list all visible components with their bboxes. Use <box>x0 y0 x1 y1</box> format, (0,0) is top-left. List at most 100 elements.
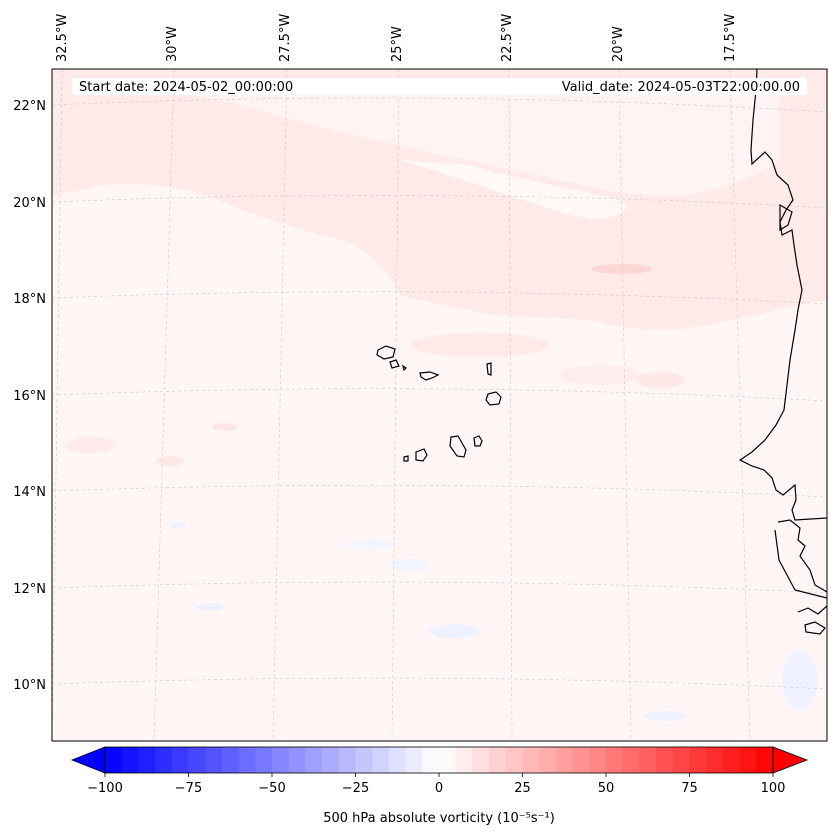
colorbar-cell <box>722 747 741 773</box>
island-maio <box>473 435 483 447</box>
colorbar-cell <box>505 747 524 773</box>
colorbar-cell <box>522 747 540 773</box>
colorbar-tick-label: −75 <box>175 781 202 796</box>
colorbar-cell <box>205 747 223 773</box>
valid-date-label: Valid_date: 2024-05-03T22:00:00.00 <box>562 80 800 95</box>
colorbar-tick-label: −25 <box>342 781 369 796</box>
colorbar-tick-label: −50 <box>258 781 285 796</box>
lat-label: 10°N <box>13 678 46 693</box>
lat-label: 16°N <box>13 389 46 404</box>
colorbar-cell <box>272 747 290 773</box>
colorbar-tick-label: 50 <box>598 781 615 796</box>
colorbar-cell <box>188 747 206 773</box>
colorbar-cell <box>739 747 757 773</box>
colorbar-cell <box>639 747 657 773</box>
colorbar-cell <box>405 747 423 773</box>
vorticity-blob <box>65 437 115 453</box>
vorticity-neg-patch <box>429 624 481 638</box>
vorticity-neg-patch <box>170 522 186 528</box>
african-coastline <box>738 69 827 521</box>
colorbar-cell <box>322 747 340 773</box>
vorticity-blob <box>560 365 640 385</box>
vorticity-light-patch <box>70 84 780 197</box>
lat-label: 22°N <box>13 99 46 114</box>
colorbar-extend-low <box>70 746 106 774</box>
colorbar-cell <box>388 747 407 773</box>
colorbar-cell <box>689 747 707 773</box>
colorbar-cell <box>706 747 724 773</box>
colorbar-cell <box>555 747 574 773</box>
colorbar-ticks: −100 −75 −50 −25 0 25 50 75 100 <box>87 773 785 796</box>
lat-label: 20°N <box>13 196 46 211</box>
vorticity-blob <box>635 372 685 388</box>
vorticity-light-patch-2 <box>400 160 627 219</box>
vorticity-blob <box>410 333 550 357</box>
colorbar-tick-label: 75 <box>681 781 698 796</box>
island-sao-vicente <box>389 359 400 369</box>
date-label-strip <box>72 78 807 95</box>
colorbar-cell <box>439 747 457 773</box>
vorticity-neg-patch <box>643 711 687 721</box>
map-panel: Start date: 2024-05-02_00:00:00 Valid_da… <box>51 68 828 742</box>
colorbar-cell <box>372 747 390 773</box>
lon-label: 20°W <box>611 26 626 62</box>
colorbar-cell <box>255 747 273 773</box>
lon-label: 32.5°W <box>55 14 70 62</box>
cape-verde-islands <box>376 345 502 462</box>
colorbar-cell <box>155 747 173 773</box>
latitude-labels: 22°N 20°N 18°N 16°N 14°N 12°N 10°N <box>13 99 46 693</box>
vorticity-neg-patch <box>390 559 430 571</box>
colorbar-cell <box>221 747 240 773</box>
colorbar-cell <box>105 747 123 773</box>
colorbar-cell <box>622 747 640 773</box>
colorbar-cell <box>539 747 557 773</box>
vorticity-blob <box>156 456 184 466</box>
colorbar-cell <box>288 747 306 773</box>
lat-label: 14°N <box>13 485 46 500</box>
vorticity-blob <box>592 264 652 274</box>
colorbar-cell <box>305 747 323 773</box>
island-sal <box>486 362 492 376</box>
colorbar-tick-label: −100 <box>87 781 123 796</box>
colorbar-tick-label: 25 <box>514 781 531 796</box>
island-fogo <box>415 448 428 462</box>
lat-label: 18°N <box>13 292 46 307</box>
colorbar-cell <box>656 747 674 773</box>
vorticity-field <box>52 69 827 721</box>
colorbar-extend-high <box>772 746 809 774</box>
colorbar-cell <box>606 747 624 773</box>
map-frame <box>51 68 828 742</box>
vorticity-neg-patch <box>196 603 224 611</box>
colorbar-cell <box>238 747 256 773</box>
colorbar-cell <box>422 747 440 773</box>
colorbar-cell <box>489 747 507 773</box>
lon-label: 27.5°W <box>278 14 293 62</box>
colorbar-cell <box>672 747 691 773</box>
start-date-label: Start date: 2024-05-02_00:00:00 <box>79 80 293 95</box>
colorbar: −100 −75 −50 −25 0 25 50 75 100 500 hPa absolute… <box>70 746 809 826</box>
colorbar-cell <box>355 747 373 773</box>
island-santa-luzia <box>402 364 407 372</box>
island-brava <box>403 455 409 462</box>
island-boa-vista <box>485 391 502 406</box>
colorbar-cell <box>472 747 490 773</box>
colorbar-cells <box>105 747 774 773</box>
lat-label: 12°N <box>13 582 46 597</box>
island-sao-nicolau <box>419 371 440 381</box>
colorbar-cell <box>138 747 156 773</box>
longitude-labels: 32.5°W 30°W 27.5°W 25°W 22.5°W 20°W 17.5… <box>55 14 738 62</box>
colorbar-label: 500 hPa absolute vorticity (10⁻⁵s⁻¹) <box>323 811 555 826</box>
colorbar-cell <box>121 747 139 773</box>
colorbar-cell <box>455 747 473 773</box>
colorbar-tick-label: 100 <box>761 781 786 796</box>
coastlines <box>738 69 827 635</box>
lon-label: 22.5°W <box>500 14 515 62</box>
vorticity-neg-patch <box>782 650 818 710</box>
lon-label: 30°W <box>165 26 180 62</box>
gridlines <box>52 69 827 741</box>
colorbar-cell <box>572 747 590 773</box>
colorbar-cell <box>338 747 357 773</box>
vorticity-neg-patch <box>345 539 395 551</box>
island-santiago <box>449 435 467 458</box>
